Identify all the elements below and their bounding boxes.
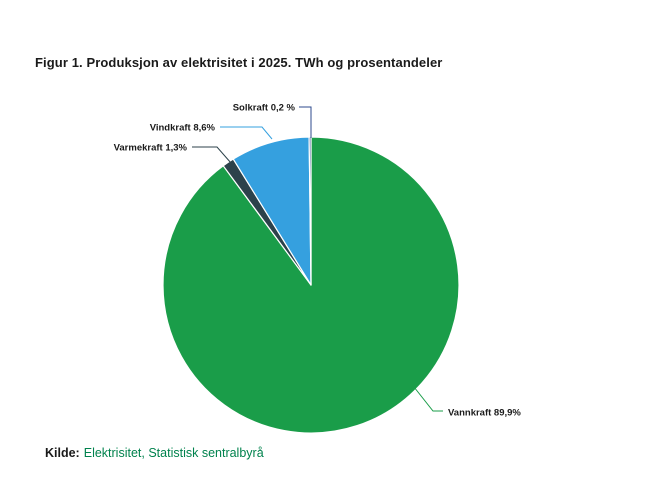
callout-line-varmekraft [192,146,232,164]
slice-label-solkraft: Solkraft 0,2 % [233,102,296,113]
chart-title: Figur 1. Produksjon av elektrisitet i 20… [35,55,443,70]
callout-line-solkraft [299,106,312,138]
source-prefix: Kilde: [45,446,80,460]
callout-line-vindkraft [220,126,273,140]
source-link[interactable]: Elektrisitet, Statistisk sentralbyrå [83,446,264,460]
source-line: Kilde: Elektrisitet, Statistisk sentralby… [45,446,264,460]
slice-label-vannkraft: Vannkraft 89,9% [448,407,521,418]
slice-label-vindkraft: Vindkraft 8,6% [150,122,216,133]
callout-line-vannkraft [413,386,443,412]
slice-label-varmekraft: Varmekraft 1,3% [114,142,188,153]
